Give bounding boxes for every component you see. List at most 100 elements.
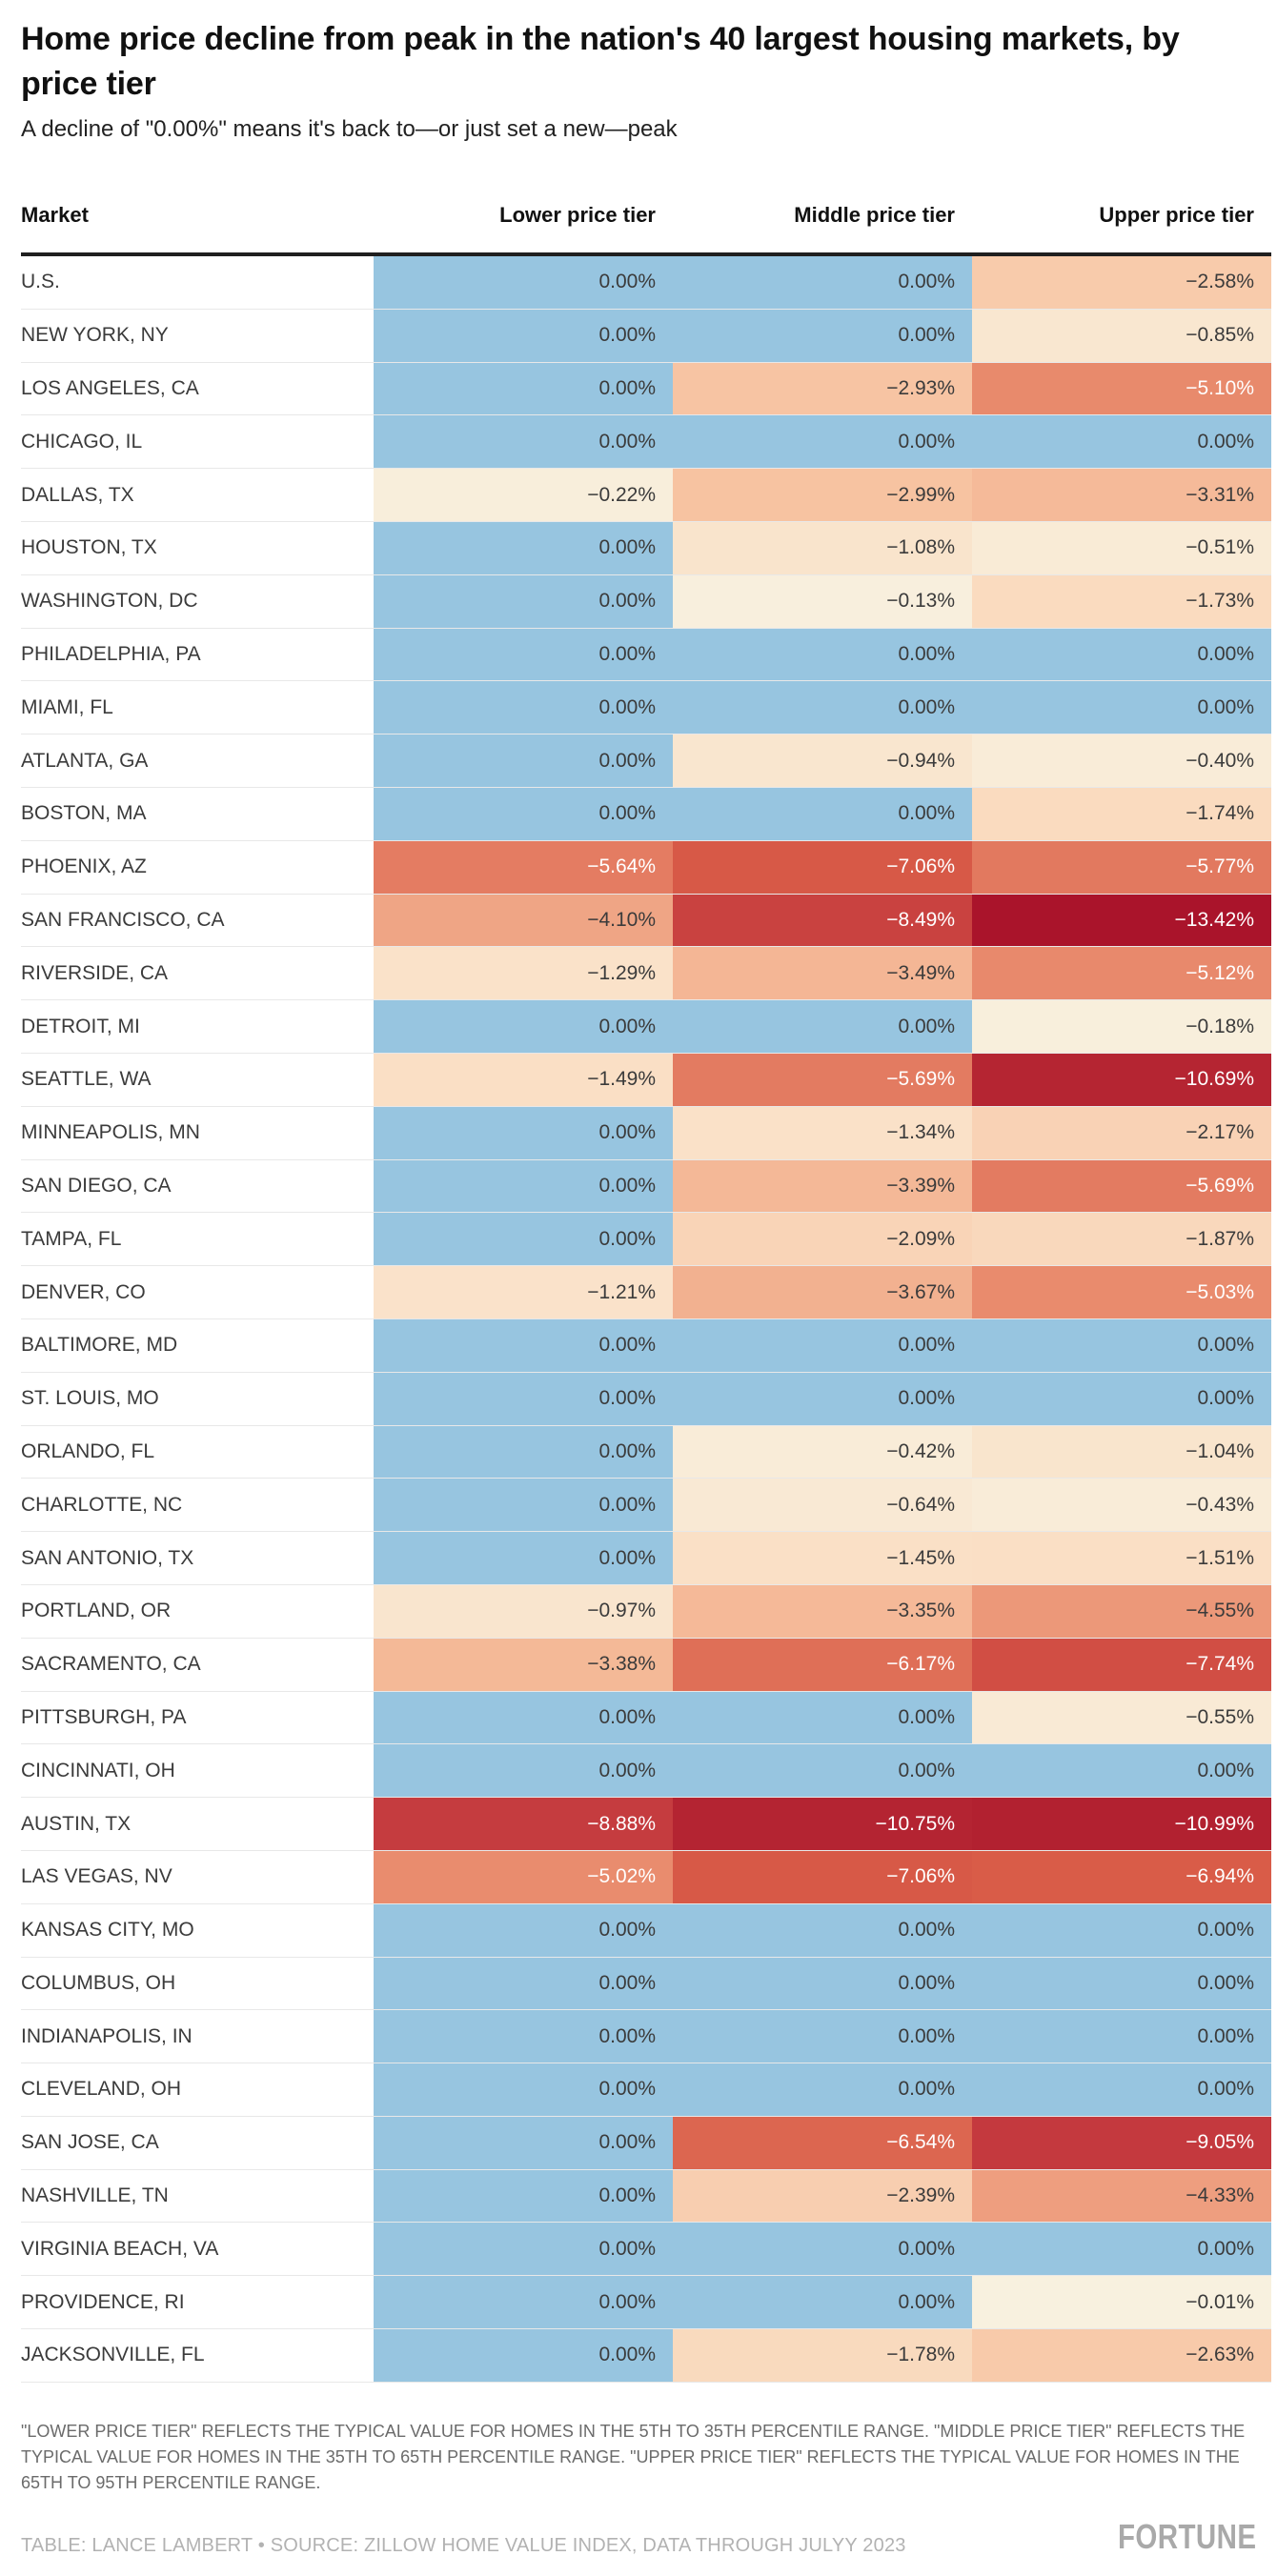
table-row: NASHVILLE, TN 0.00% −2.39% −4.33%: [21, 2169, 1271, 2224]
market-label: WASHINGTON, DC: [21, 574, 374, 628]
tier-cell-upper: −3.31%: [972, 469, 1271, 521]
tier-cell-lower: −0.22%: [374, 469, 673, 521]
market-label: TAMPA, FL: [21, 1213, 374, 1266]
market-label: COLUMBUS, OH: [21, 1957, 374, 2010]
tier-cell-lower: 0.00%: [374, 1318, 673, 1372]
table-row: JACKSONVILLE, FL 0.00% −1.78% −2.63%: [21, 2329, 1271, 2383]
tier-cell-lower: 0.00%: [374, 2276, 673, 2329]
market-label: PHOENIX, AZ: [21, 840, 374, 894]
tier-cell-upper: −2.17%: [972, 1106, 1271, 1159]
tier-cell-lower: 0.00%: [374, 1691, 673, 1744]
tier-cell-lower: 0.00%: [374, 735, 673, 787]
tier-cell-upper: 0.00%: [972, 1318, 1271, 1372]
tier-cell-lower: −1.21%: [374, 1266, 673, 1318]
column-header-lower-tier: Lower price tier: [499, 203, 656, 227]
table-row: TAMPA, FL 0.00% −2.09% −1.87%: [21, 1213, 1271, 1267]
market-label: BALTIMORE, MD: [21, 1318, 374, 1372]
tier-cell-upper: −4.55%: [972, 1584, 1271, 1638]
tier-cell-lower: 0.00%: [374, 1957, 673, 2010]
tier-cell-middle: −3.49%: [673, 947, 972, 1000]
tier-cell-lower: −4.10%: [374, 894, 673, 947]
market-label: CINCINNATI, OH: [21, 1744, 374, 1798]
tier-cell-lower: 0.00%: [374, 2010, 673, 2063]
table-row: DETROIT, MI 0.00% 0.00% −0.18%: [21, 1000, 1271, 1054]
table-row: CHICAGO, IL 0.00% 0.00% 0.00%: [21, 415, 1271, 470]
header-rule: [21, 252, 1271, 256]
tier-cell-upper: 0.00%: [972, 681, 1271, 735]
market-label: PHILADELPHIA, PA: [21, 628, 374, 681]
tier-cell-middle: −6.54%: [673, 2116, 972, 2169]
tier-cell-lower: 0.00%: [374, 681, 673, 735]
market-label: SEATTLE, WA: [21, 1053, 374, 1106]
table-row: KANSAS CITY, MO 0.00% 0.00% 0.00%: [21, 1903, 1271, 1958]
tier-cell-middle: −1.45%: [673, 1532, 972, 1584]
tier-cell-lower: 0.00%: [374, 521, 673, 574]
table-row: PROVIDENCE, RI 0.00% 0.00% −0.01%: [21, 2276, 1271, 2330]
tier-cell-middle: −6.17%: [673, 1638, 972, 1691]
market-label: PROVIDENCE, RI: [21, 2276, 374, 2329]
tier-cell-upper: −0.43%: [972, 1479, 1271, 1532]
chart-footer: "Lower price tier" reflects the typical …: [0, 2419, 1277, 2557]
tier-cell-upper: −2.63%: [972, 2329, 1271, 2382]
table-row: BALTIMORE, MD 0.00% 0.00% 0.00%: [21, 1318, 1271, 1373]
fortune-logo: FORTUNE: [1117, 2516, 1256, 2556]
tier-cell-middle: 0.00%: [673, 415, 972, 469]
tier-cell-lower: 0.00%: [374, 415, 673, 469]
tier-cell-lower: −8.88%: [374, 1798, 673, 1850]
tier-cell-upper: −5.77%: [972, 840, 1271, 894]
tier-cell-middle: 0.00%: [673, 1744, 972, 1798]
column-header-market: Market: [21, 203, 89, 227]
tier-cell-lower: −3.38%: [374, 1638, 673, 1691]
market-label: LOS ANGELES, CA: [21, 362, 374, 415]
tier-cell-middle: 0.00%: [673, 2276, 972, 2329]
tier-cell-lower: 0.00%: [374, 628, 673, 681]
table-row: AUSTIN, TX −8.88% −10.75% −10.99%: [21, 1798, 1271, 1851]
market-label: SAN DIEGO, CA: [21, 1159, 374, 1213]
table-row: SAN JOSE, CA 0.00% −6.54% −9.05%: [21, 2116, 1271, 2170]
table-row: CINCINNATI, OH 0.00% 0.00% 0.00%: [21, 1744, 1271, 1799]
tier-cell-middle: −2.09%: [673, 1213, 972, 1266]
tier-cell-upper: −5.03%: [972, 1266, 1271, 1318]
tier-cell-middle: −3.67%: [673, 1266, 972, 1318]
tier-cell-upper: −5.10%: [972, 362, 1271, 415]
table-row: BOSTON, MA 0.00% 0.00% −1.74%: [21, 787, 1271, 841]
tier-cell-lower: 0.00%: [374, 1479, 673, 1532]
market-label: SAN ANTONIO, TX: [21, 1532, 374, 1584]
tier-cell-middle: 0.00%: [673, 1903, 972, 1957]
market-label: MINNEAPOLIS, MN: [21, 1106, 374, 1159]
table-row: DENVER, CO −1.21% −3.67% −5.03%: [21, 1266, 1271, 1319]
tier-cell-upper: −10.99%: [972, 1798, 1271, 1850]
market-label: ORLANDO, FL: [21, 1425, 374, 1479]
tier-cell-upper: 0.00%: [972, 2063, 1271, 2116]
chart-header: Home price decline from peak in the nati…: [0, 0, 1277, 144]
tier-cell-upper: 0.00%: [972, 1372, 1271, 1425]
tier-cell-middle: 0.00%: [673, 2223, 972, 2276]
tier-cell-upper: −5.12%: [972, 947, 1271, 1000]
market-label: NASHVILLE, TN: [21, 2169, 374, 2223]
market-label: U.S.: [21, 256, 374, 309]
table-row: HOUSTON, TX 0.00% −1.08% −0.51%: [21, 521, 1271, 575]
tier-cell-lower: 0.00%: [374, 309, 673, 362]
tier-cell-upper: 0.00%: [972, 2223, 1271, 2276]
table-row: RIVERSIDE, CA −1.29% −3.49% −5.12%: [21, 947, 1271, 1001]
market-label: SACRAMENTO, CA: [21, 1638, 374, 1691]
tier-cell-middle: −0.42%: [673, 1425, 972, 1479]
tier-cell-upper: −0.18%: [972, 1000, 1271, 1053]
source-credit: Table: Lance Lambert • Source: Zillow Ho…: [21, 2534, 906, 2556]
tier-cell-upper: −6.94%: [972, 1850, 1271, 1903]
table-row: MIAMI, FL 0.00% 0.00% 0.00%: [21, 681, 1271, 735]
tier-cell-middle: 0.00%: [673, 256, 972, 309]
tier-cell-upper: −4.33%: [972, 2169, 1271, 2223]
table-row: LOS ANGELES, CA 0.00% −2.93% −5.10%: [21, 362, 1271, 416]
market-label: AUSTIN, TX: [21, 1798, 374, 1850]
tier-cell-lower: 0.00%: [374, 2223, 673, 2276]
tier-cell-middle: 0.00%: [673, 1372, 972, 1425]
tier-cell-middle: 0.00%: [673, 681, 972, 735]
market-label: VIRGINIA BEACH, VA: [21, 2223, 374, 2276]
tier-cell-lower: 0.00%: [374, 1000, 673, 1053]
tier-cell-lower: 0.00%: [374, 256, 673, 309]
table-row: CLEVELAND, OH 0.00% 0.00% 0.00%: [21, 2063, 1271, 2117]
tier-cell-upper: −0.51%: [972, 521, 1271, 574]
tier-cell-lower: −1.49%: [374, 1053, 673, 1106]
tier-cell-lower: −0.97%: [374, 1584, 673, 1638]
